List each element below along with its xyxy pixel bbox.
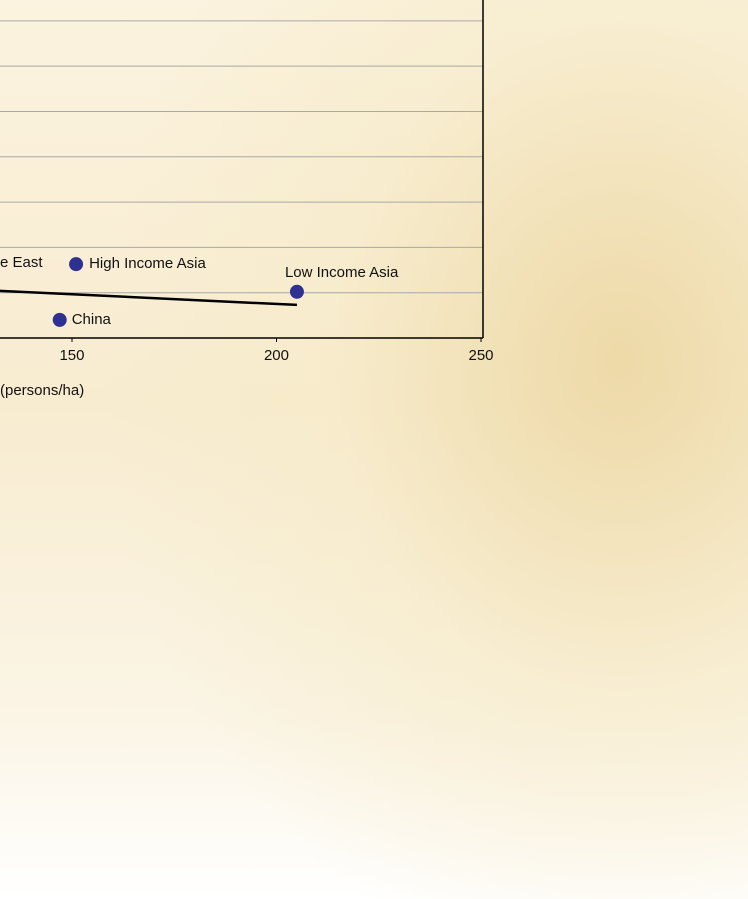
x-tick-label: 250 [468, 347, 493, 364]
x-tick-label: 150 [59, 347, 84, 364]
trend-line [0, 289, 298, 307]
x-tick-label: 200 [264, 347, 289, 364]
point-label: High Income Asia [89, 255, 206, 272]
point [289, 284, 304, 299]
annotation: e East [0, 254, 43, 271]
point [52, 312, 67, 327]
point [69, 257, 84, 272]
point-label: Low Income Asia [285, 264, 399, 281]
point-label: China [72, 311, 112, 328]
x-axis-label: (persons/ha) [0, 382, 84, 399]
